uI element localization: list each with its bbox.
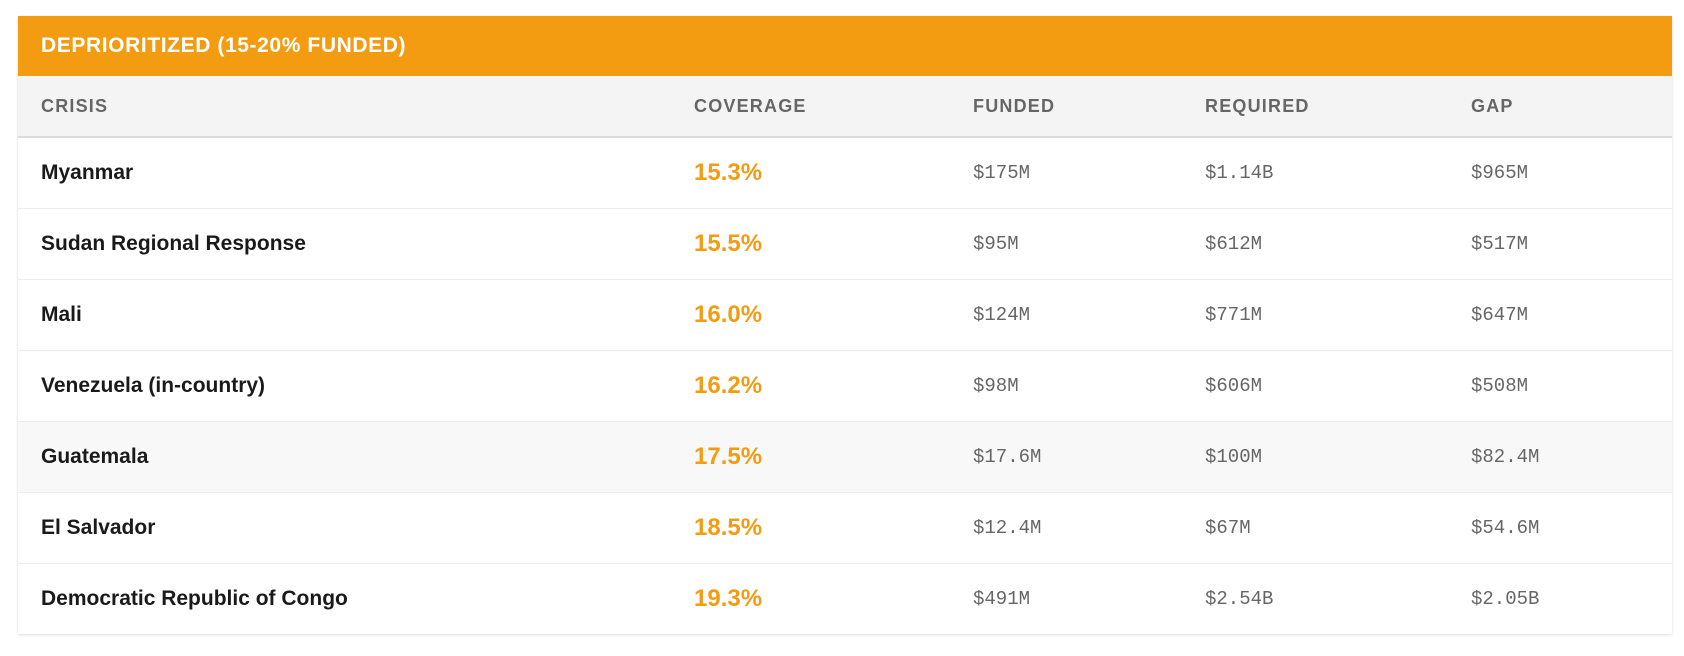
gap-value: $508M: [1448, 350, 1672, 422]
funded-value: $98M: [950, 350, 1182, 422]
crisis-name: El Salvador: [18, 492, 671, 564]
table-header: CRISIS COVERAGE FUNDED REQUIRED GAP: [18, 76, 1672, 138]
required-value: $606M: [1182, 350, 1448, 422]
coverage-value: 16.2%: [671, 350, 950, 422]
crisis-name: Sudan Regional Response: [18, 208, 671, 280]
table-row: Venezuela (in-country) 16.2% $98M $606M …: [18, 350, 1672, 422]
table-row: Mali 16.0% $124M $771M $647M: [18, 279, 1672, 351]
funded-value: $175M: [950, 137, 1182, 209]
funded-value: $95M: [950, 208, 1182, 280]
coverage-value: 18.5%: [671, 492, 950, 564]
column-header-crisis: CRISIS: [18, 76, 671, 138]
required-value: $100M: [1182, 421, 1448, 493]
column-header-coverage: COVERAGE: [671, 76, 950, 138]
table-row: Myanmar 15.3% $175M $1.14B $965M: [18, 137, 1672, 209]
column-header-gap: GAP: [1448, 76, 1672, 138]
crises-table: CRISIS COVERAGE FUNDED REQUIRED GAP Myan…: [18, 76, 1672, 634]
crisis-name: Venezuela (in-country): [18, 350, 671, 422]
coverage-value: 17.5%: [671, 421, 950, 493]
gap-value: $2.05B: [1471, 588, 1540, 610]
coverage-value: 16.0%: [671, 279, 950, 351]
table-row: El Salvador 18.5% $12.4M $67M $54.6M: [18, 492, 1672, 564]
required-value: $771M: [1182, 279, 1448, 351]
required-value: $67M: [1182, 492, 1448, 564]
gap-value: $54.6M: [1448, 492, 1672, 564]
deprioritized-crises-panel: DEPRIORITIZED (15-20% FUNDED) CRISIS COV…: [18, 16, 1672, 634]
coverage-value: 15.3%: [671, 137, 950, 209]
column-header-funded: FUNDED: [950, 76, 1182, 138]
table-row: Democratic Republic of Congo 19.3% $491M…: [18, 564, 1672, 635]
funded-value: $17.6M: [950, 421, 1182, 493]
crisis-name: Myanmar: [18, 137, 671, 209]
gap-value: $965M: [1448, 137, 1672, 209]
funded-value: $12.4M: [950, 492, 1182, 564]
required-value: $612M: [1182, 208, 1448, 280]
gap-value: $647M: [1448, 279, 1672, 351]
gap-value: $82.4M: [1448, 421, 1672, 493]
crisis-name: Mali: [18, 279, 671, 351]
funded-value: $491M: [973, 588, 1031, 610]
section-title: DEPRIORITIZED (15-20% FUNDED): [18, 16, 1672, 76]
coverage-value: 19.3%: [694, 585, 763, 612]
required-value: $1.14B: [1182, 137, 1448, 209]
gap-value: $517M: [1448, 208, 1672, 280]
crisis-name: Democratic Republic of Congo: [41, 587, 348, 610]
coverage-value: 15.5%: [671, 208, 950, 280]
table-row: Guatemala 17.5% $17.6M $100M $82.4M: [18, 421, 1672, 493]
table-row: Sudan Regional Response 15.5% $95M $612M…: [18, 208, 1672, 280]
required-value: $2.54B: [1205, 588, 1274, 610]
column-header-required: REQUIRED: [1182, 76, 1448, 138]
table-body: Myanmar 15.3% $175M $1.14B $965M Sudan R…: [18, 137, 1672, 634]
crisis-name: Guatemala: [18, 421, 671, 493]
funded-value: $124M: [950, 279, 1182, 351]
